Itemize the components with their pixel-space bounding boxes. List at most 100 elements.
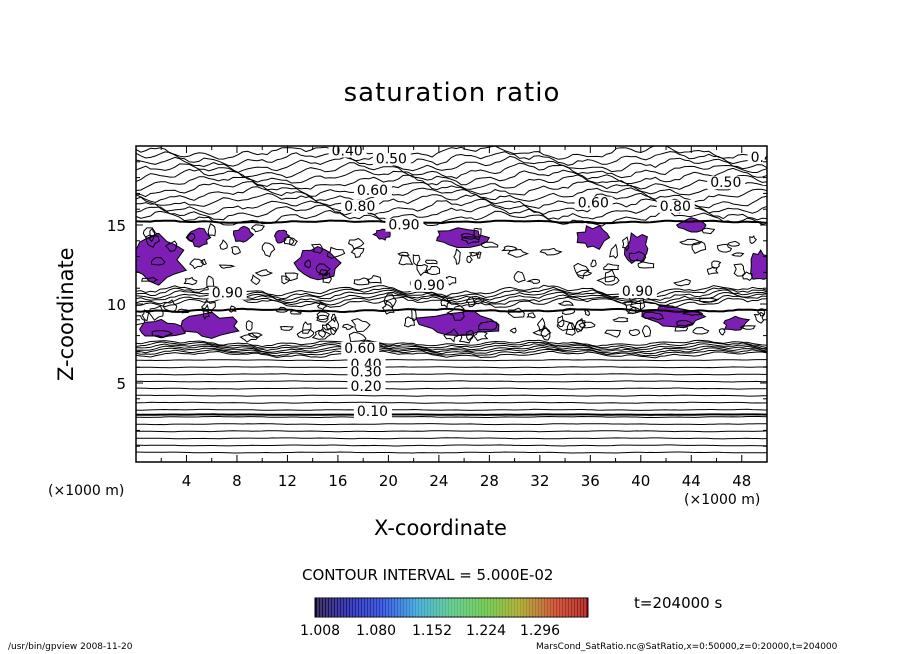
contour-loop (424, 265, 441, 276)
contour-loop (316, 311, 330, 323)
contour-loop (556, 319, 574, 332)
contour-loop (623, 300, 642, 314)
contour-loop (250, 274, 261, 286)
contour-loop (676, 319, 695, 327)
y-tick-label: 15 (107, 217, 126, 235)
contour-loop (318, 268, 329, 276)
contour-line (136, 180, 767, 198)
contour-loop (151, 330, 174, 338)
contour-loop (604, 329, 622, 338)
contour-loop (239, 332, 259, 343)
contour-loop (440, 296, 452, 309)
contour-field: 0.40 0.50 0.400.500.600.80 0.60 0.800.900.90… (136, 144, 767, 454)
contour-loop (289, 237, 298, 246)
contour-line (136, 415, 767, 419)
contour-line (136, 373, 767, 376)
x-tick-label: 44 (682, 472, 701, 490)
contour-loop (318, 327, 327, 339)
contour-line (136, 150, 767, 167)
contour-loop (231, 245, 242, 255)
contour-label: 0.90 (212, 286, 243, 302)
contour-loop (691, 240, 707, 254)
contour-label-bg (208, 286, 247, 300)
colorbar-tick-label: 1.152 (412, 623, 453, 639)
contour-loop (150, 257, 166, 266)
colorbar-tick-label: 1.080 (356, 623, 397, 639)
contour-loop (189, 258, 205, 270)
contour-loop (539, 247, 563, 256)
contour-loop (316, 301, 328, 310)
contour-label: 0.90 (388, 218, 419, 234)
contour-loop (468, 251, 480, 257)
x-tick-label: 28 (480, 472, 499, 490)
x-tick-label: 20 (379, 472, 398, 490)
contour-line (136, 359, 767, 362)
contour-loop (573, 262, 590, 280)
contour-loop (753, 311, 765, 324)
contour-line (136, 146, 767, 160)
x-axis-label: X-coordinate (374, 516, 507, 540)
contour-loop (473, 297, 485, 305)
contour-line (136, 408, 767, 411)
contour-line (136, 155, 767, 173)
contour-loop (316, 314, 329, 321)
contour-loop (254, 269, 274, 277)
colorbar-tick-label: 1.224 (466, 623, 507, 639)
contour-loop (526, 312, 536, 319)
supersaturated-region (723, 315, 751, 331)
contour-loop (609, 243, 619, 259)
x-unit-label: (×1000 m) (684, 492, 761, 508)
contour-label-bg (410, 278, 449, 292)
contour-line (136, 380, 767, 383)
contour-loop (699, 297, 720, 303)
contour-loop (465, 296, 476, 308)
contour-loop (245, 320, 253, 331)
contour-loop (424, 259, 438, 265)
contour-loop (398, 254, 414, 266)
contour-loop (219, 239, 228, 250)
supersaturated-region (232, 225, 255, 243)
contour-loop (622, 236, 630, 252)
contour-line (136, 437, 767, 440)
contour-loop (453, 248, 461, 265)
contour-loop (321, 271, 332, 284)
contour-label: 0.40 (332, 144, 363, 160)
contour-label-bg (353, 184, 392, 197)
contour-loop (350, 247, 365, 258)
contour-loop (283, 236, 295, 246)
contour-loop (513, 270, 526, 283)
contour-loop (347, 237, 365, 250)
contour-loop (673, 278, 692, 287)
footer-program-date: /usr/bin/gpview 2008-11-20 (8, 642, 133, 652)
contour-line (136, 413, 767, 416)
supersaturated-region (623, 232, 649, 265)
contour-loop (628, 328, 641, 337)
contour-loop (310, 243, 323, 254)
contour-loop (603, 263, 620, 271)
contour-label-bg (341, 199, 380, 213)
supersaturated-region (415, 309, 500, 337)
contour-interval-text: CONTOUR INTERVAL = 5.000E-02 (302, 566, 554, 584)
contour-line (136, 451, 767, 454)
contour-loop (532, 327, 552, 337)
contour-label-bg (347, 365, 386, 379)
contour-loop (311, 329, 332, 340)
contour-label: 0.90 (622, 284, 653, 300)
contour-line (136, 174, 767, 191)
contour-loop (341, 323, 355, 331)
y-tick-label: 10 (107, 296, 126, 314)
y-tick-label: 5 (116, 375, 126, 393)
contour-label: 0.60 (344, 341, 375, 357)
contour-loop (612, 317, 629, 323)
supersaturated-region (293, 245, 342, 281)
contour-label-bg (353, 405, 392, 419)
contour-loop (383, 293, 397, 309)
y-unit-label: (×1000 m) (48, 483, 125, 499)
contour-loop (304, 259, 312, 269)
contour-loop (207, 223, 216, 237)
contour-loop (701, 227, 716, 235)
time-label: t=204000 s (634, 594, 723, 612)
contour-loop (200, 258, 207, 266)
contour-loop (716, 243, 733, 253)
